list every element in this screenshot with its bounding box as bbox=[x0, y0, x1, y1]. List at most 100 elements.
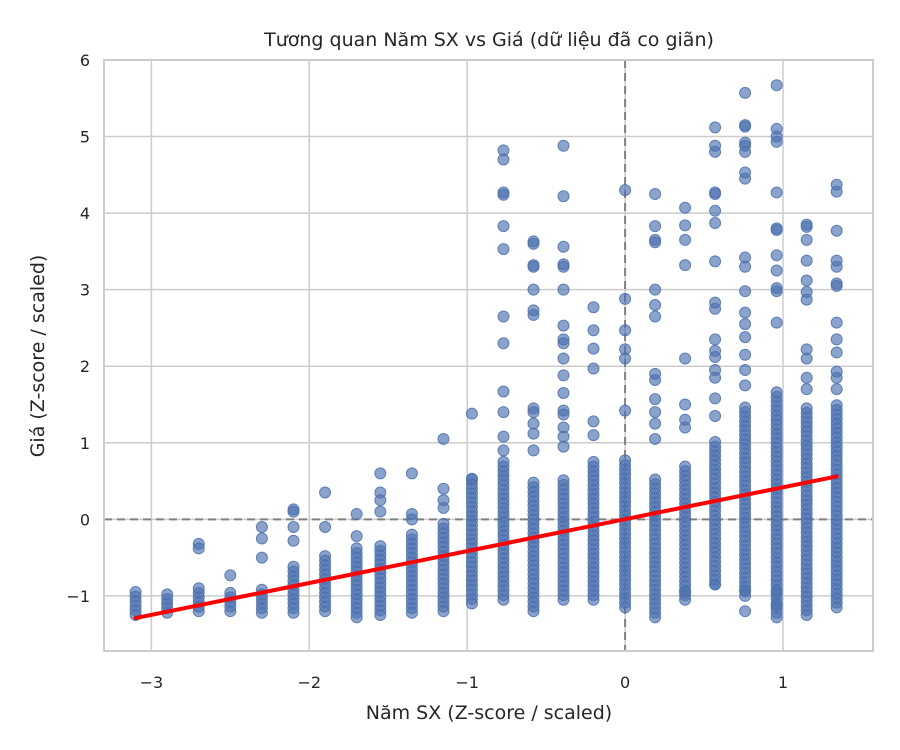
data-point bbox=[739, 364, 752, 377]
data-point bbox=[800, 274, 813, 287]
data-point bbox=[557, 319, 570, 332]
data-point bbox=[739, 260, 752, 273]
data-point bbox=[800, 383, 813, 396]
data-point bbox=[497, 455, 510, 468]
data-point bbox=[557, 352, 570, 365]
data-point bbox=[287, 503, 300, 516]
data-point bbox=[587, 324, 600, 337]
data-point bbox=[739, 285, 752, 298]
reference-lines bbox=[104, 60, 873, 651]
data-point bbox=[739, 172, 752, 185]
data-point bbox=[679, 586, 692, 599]
data-point bbox=[437, 501, 450, 514]
x-tick-label: 1 bbox=[778, 673, 788, 692]
data-point bbox=[739, 401, 752, 414]
x-axis-title: Năm SX (Z-score / scaled) bbox=[366, 702, 612, 724]
y-axis-ticks: −1 0 1 2 3 4 5 6 bbox=[66, 51, 90, 606]
data-point bbox=[830, 399, 843, 412]
data-point bbox=[649, 417, 662, 430]
data-point bbox=[649, 406, 662, 419]
data-point bbox=[287, 520, 300, 533]
data-point bbox=[709, 187, 722, 200]
data-point bbox=[497, 243, 510, 256]
data-point bbox=[679, 233, 692, 246]
data-point bbox=[770, 249, 783, 262]
data-point bbox=[770, 586, 783, 599]
data-point bbox=[527, 444, 540, 457]
data-point bbox=[161, 588, 174, 601]
y-tick-label: 0 bbox=[80, 510, 90, 529]
data-point bbox=[830, 316, 843, 329]
data-point bbox=[255, 520, 268, 533]
data-point bbox=[830, 260, 843, 273]
data-point bbox=[649, 236, 662, 249]
data-point bbox=[770, 599, 783, 612]
data-point bbox=[679, 421, 692, 434]
data-point bbox=[557, 260, 570, 273]
data-point bbox=[527, 283, 540, 296]
data-point bbox=[192, 542, 205, 555]
data-point bbox=[709, 217, 722, 230]
data-point bbox=[709, 409, 722, 422]
data-point bbox=[287, 534, 300, 547]
data-point bbox=[465, 472, 478, 485]
data-point bbox=[830, 371, 843, 384]
data-point bbox=[739, 145, 752, 158]
data-point bbox=[649, 473, 662, 486]
data-point bbox=[374, 540, 387, 553]
data-point bbox=[557, 474, 570, 487]
x-tick-label: 0 bbox=[620, 673, 630, 692]
data-point bbox=[350, 507, 363, 520]
data-point bbox=[739, 331, 752, 344]
data-point bbox=[800, 233, 813, 246]
data-point bbox=[709, 333, 722, 346]
data-point bbox=[557, 190, 570, 203]
data-point bbox=[374, 494, 387, 507]
data-point bbox=[649, 283, 662, 296]
data-point bbox=[709, 302, 722, 315]
data-point bbox=[619, 292, 632, 305]
data-point bbox=[830, 333, 843, 346]
data-point bbox=[405, 528, 418, 541]
data-point bbox=[709, 436, 722, 449]
data-point bbox=[319, 486, 332, 499]
data-point bbox=[437, 482, 450, 495]
data-point bbox=[800, 352, 813, 365]
x-tick-label: −3 bbox=[140, 673, 164, 692]
data-point bbox=[739, 348, 752, 361]
data-point bbox=[619, 324, 632, 337]
data-point bbox=[649, 220, 662, 233]
data-point bbox=[830, 185, 843, 198]
data-point bbox=[649, 432, 662, 445]
data-point bbox=[319, 520, 332, 533]
chart-title: Tương quan Năm SX vs Giá (dữ liệu đã co … bbox=[263, 29, 714, 51]
data-point bbox=[830, 224, 843, 237]
data-point bbox=[557, 369, 570, 382]
data-point bbox=[709, 371, 722, 384]
scatter-points bbox=[129, 79, 843, 624]
data-point bbox=[770, 386, 783, 399]
data-point bbox=[649, 373, 662, 386]
data-point bbox=[679, 259, 692, 272]
regression-line bbox=[133, 474, 839, 621]
data-point bbox=[619, 352, 632, 365]
data-point bbox=[709, 255, 722, 268]
data-point bbox=[287, 560, 300, 573]
data-point bbox=[497, 385, 510, 398]
data-point bbox=[527, 237, 540, 250]
data-point bbox=[192, 582, 205, 595]
data-point bbox=[739, 605, 752, 618]
data-point bbox=[709, 145, 722, 158]
data-point bbox=[770, 79, 783, 92]
data-point bbox=[770, 223, 783, 236]
data-point bbox=[709, 121, 722, 134]
data-point bbox=[679, 460, 692, 473]
data-point bbox=[587, 415, 600, 428]
grid-lines bbox=[104, 59, 873, 651]
data-point bbox=[770, 285, 783, 298]
data-point bbox=[497, 406, 510, 419]
y-tick-label: 6 bbox=[80, 51, 90, 70]
data-point bbox=[255, 532, 268, 545]
data-point bbox=[739, 379, 752, 392]
data-point bbox=[649, 310, 662, 323]
